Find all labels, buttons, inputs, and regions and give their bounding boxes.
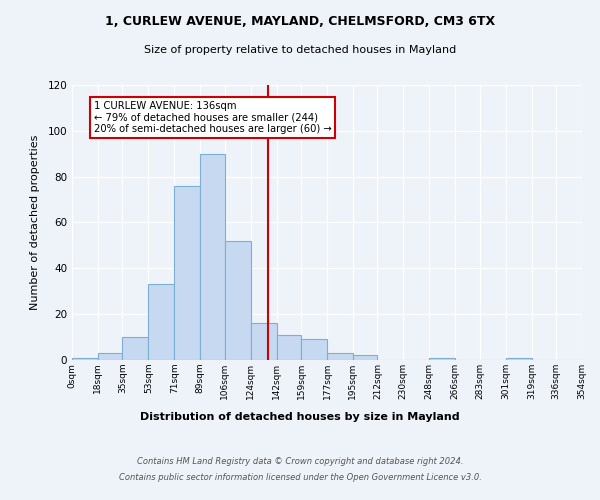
Bar [72,358,98,360]
Text: Distribution of detached houses by size in Mayland: Distribution of detached houses by size … [140,412,460,422]
Bar [122,337,148,360]
Text: 1, CURLEW AVENUE, MAYLAND, CHELMSFORD, CM3 6TX: 1, CURLEW AVENUE, MAYLAND, CHELMSFORD, C… [105,15,495,28]
Y-axis label: Number of detached properties: Number of detached properties [31,135,40,310]
Bar [429,358,455,360]
Text: Contains public sector information licensed under the Open Government Licence v3: Contains public sector information licen… [119,472,481,482]
Bar [506,358,532,360]
Bar [327,353,353,360]
Bar [225,241,251,360]
Bar [353,356,377,360]
Bar [200,154,225,360]
Bar [148,284,174,360]
Text: Contains HM Land Registry data © Crown copyright and database right 2024.: Contains HM Land Registry data © Crown c… [137,458,463,466]
Text: Size of property relative to detached houses in Mayland: Size of property relative to detached ho… [144,45,456,55]
Bar [301,340,327,360]
Text: 1 CURLEW AVENUE: 136sqm
← 79% of detached houses are smaller (244)
20% of semi-d: 1 CURLEW AVENUE: 136sqm ← 79% of detache… [94,101,331,134]
Bar [251,324,277,360]
Bar [277,335,301,360]
Bar [98,353,122,360]
Bar [174,186,200,360]
